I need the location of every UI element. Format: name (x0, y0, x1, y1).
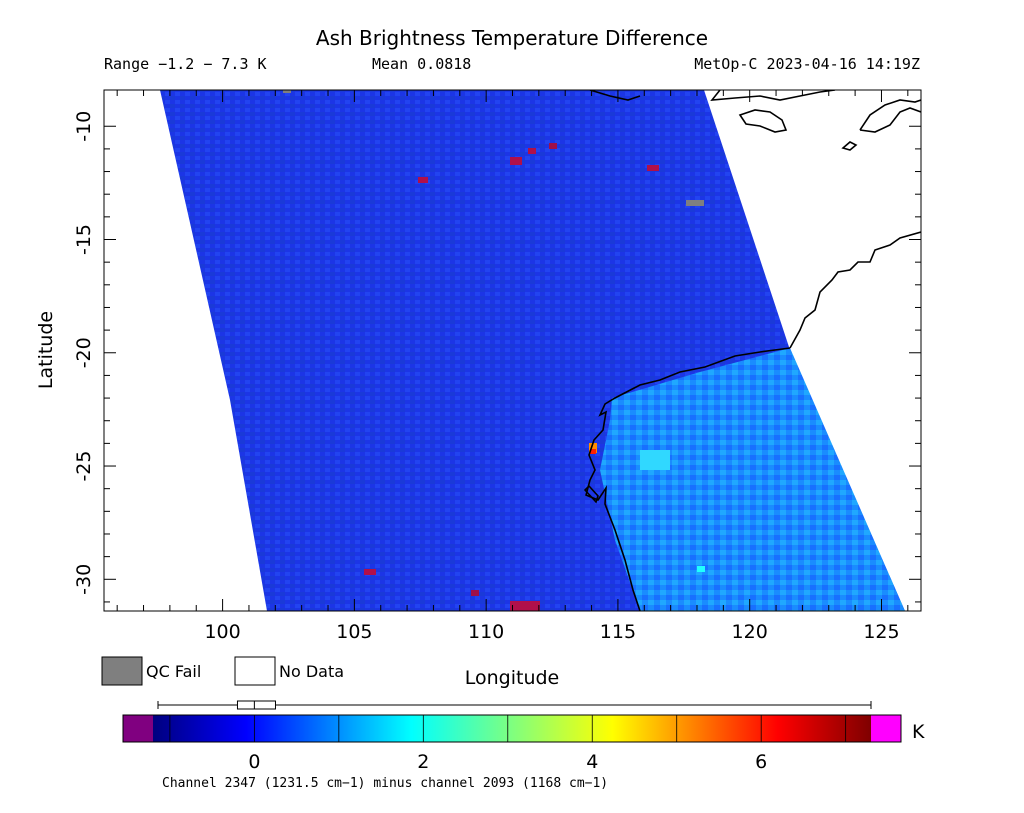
legend-no-data: No Data (234, 656, 344, 686)
boxplot-box (236, 700, 276, 710)
colorbar-unit: K (912, 721, 925, 743)
qc-fail-pixel (686, 200, 704, 206)
latitude-ticks: -10 -15 -20 -25 -30 (73, 111, 921, 603)
colorbar-caption: Channel 2347 (1231.5 cm−1) minus channel… (162, 776, 608, 791)
lat-tick-label: -20 (73, 337, 95, 368)
lat-tick-label: -30 (73, 564, 95, 595)
x-axis-label: Longitude (465, 667, 560, 689)
lon-tick-label: 105 (336, 621, 372, 643)
colorbar-under (123, 715, 153, 742)
colorbar-ticks: 0 2 4 6 (169, 715, 847, 773)
qc-fail-swatch (101, 656, 143, 686)
qc-fail-label: QC Fail (146, 662, 201, 681)
colorbar-over (871, 715, 901, 742)
colorbar: 0 2 4 6 K (122, 714, 925, 773)
lon-tick-label: 125 (863, 621, 899, 643)
colorbar-tick-label: 0 (248, 751, 260, 773)
y-axis-label: Latitude (35, 311, 57, 389)
no-data-label: No Data (279, 662, 344, 681)
legend-qc-fail: QC Fail (101, 656, 201, 686)
mean-text: Mean 0.0818 (372, 55, 472, 73)
box-plot (157, 700, 872, 710)
coastline (583, 90, 921, 611)
anomaly-pixels (364, 143, 705, 611)
range-text: Range −1.2 − 7.3 K (104, 55, 267, 73)
colorbar-tick-label: 2 (417, 751, 429, 773)
map-plot-area (160, 90, 921, 611)
colorbar-tick-label: 6 (755, 751, 767, 773)
lon-tick-label: 115 (600, 621, 636, 643)
lat-tick-label: -10 (73, 111, 95, 142)
satellite-time-text: MetOp-C 2023-04-16 14:19Z (694, 55, 920, 73)
colorbar-tick-label: 4 (586, 751, 598, 773)
longitude-ticks: 100 105 110 115 120 125 (116, 90, 909, 643)
no-data-swatch (234, 656, 276, 686)
lat-tick-label: -25 (73, 451, 95, 482)
lon-tick-label: 100 (204, 621, 240, 643)
lon-tick-label: 120 (732, 621, 768, 643)
land-swath (600, 348, 905, 611)
lat-tick-label: -15 (73, 224, 95, 255)
figure-title: Ash Brightness Temperature Difference (315, 26, 709, 50)
colorbar-gradient (153, 715, 871, 742)
lon-tick-label: 110 (468, 621, 504, 643)
